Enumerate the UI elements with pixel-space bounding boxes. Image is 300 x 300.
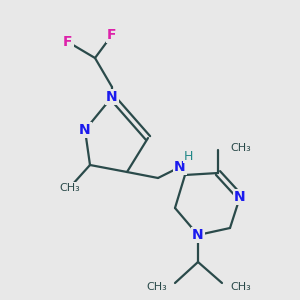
Text: CH₃: CH₃: [60, 183, 80, 193]
Text: N: N: [174, 160, 186, 174]
Text: N: N: [192, 228, 204, 242]
Text: N: N: [234, 190, 246, 204]
Text: F: F: [63, 35, 73, 49]
Text: F: F: [107, 28, 117, 42]
Text: N: N: [106, 90, 118, 104]
Text: CH₃: CH₃: [146, 282, 167, 292]
Text: CH₃: CH₃: [230, 143, 251, 153]
Text: H: H: [183, 149, 193, 163]
Text: N: N: [79, 123, 91, 137]
Text: CH₃: CH₃: [230, 282, 251, 292]
